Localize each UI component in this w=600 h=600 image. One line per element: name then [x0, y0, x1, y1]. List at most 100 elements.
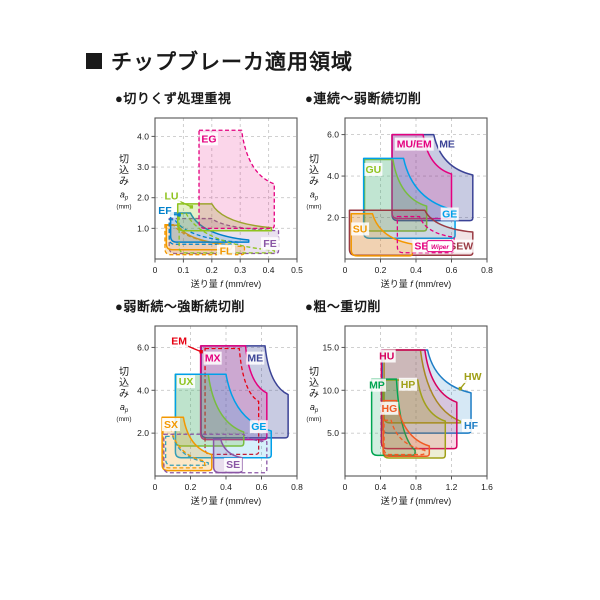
region-LU-outer — [178, 212, 275, 254]
svg-text:切: 切 — [309, 366, 319, 378]
region-label-FE: FE — [263, 238, 276, 250]
chart-canvas-continuous-cutting: 0 0.2 0.4 0.6 0.8 2.0 4.0 6.0 送り量 f (mm/rev) 切込み a… — [301, 110, 506, 299]
region-label-HP: HP — [401, 379, 416, 391]
svg-text:ap: ap — [120, 190, 129, 202]
svg-text:2.0: 2.0 — [137, 193, 149, 203]
svg-text:0.6: 0.6 — [446, 265, 458, 275]
region-label-SU: SU — [353, 223, 368, 235]
svg-text:切: 切 — [309, 154, 319, 166]
svg-text:1.2: 1.2 — [446, 482, 458, 492]
region-label-MX: MX — [205, 353, 221, 365]
chart-quadrant-interrupted-cutting: ●弱断続〜強断続切削 0 0.2 0.4 0.6 0.8 2.0 4.0 6.0 送り量 f (… — [111, 296, 316, 516]
chart-subtitle: ●粗〜重切削 — [305, 299, 381, 314]
svg-text:送り量 f (mm/rev): 送り量 f (mm/rev) — [381, 278, 452, 289]
svg-text:込: 込 — [309, 377, 319, 389]
svg-text:3.0: 3.0 — [137, 162, 149, 172]
region-label-GE: GE — [442, 209, 457, 221]
svg-text:送り量 f (mm/rev): 送り量 f (mm/rev) — [191, 495, 262, 506]
region-label-MU/EM: MU/EM — [397, 139, 432, 151]
region-GE — [174, 373, 273, 459]
svg-text:み: み — [309, 389, 319, 400]
svg-text:0: 0 — [343, 265, 348, 275]
svg-text:6.0: 6.0 — [327, 130, 339, 140]
region-LU — [176, 203, 273, 232]
region-label-EF: EF — [158, 205, 172, 217]
svg-text:1.0: 1.0 — [137, 223, 149, 233]
chart-quadrant-chip-control: ●切りくず処理重視 0 0.1 0.2 0.3 0.4 0.5 1.0 2.0 3.0 4.0 送り… — [111, 88, 316, 299]
chart-subtitle: ●弱断続〜強断続切削 — [115, 299, 245, 314]
svg-text:(mm): (mm) — [116, 416, 131, 423]
svg-text:0.1: 0.1 — [177, 265, 189, 275]
svg-text:0.5: 0.5 — [291, 265, 303, 275]
region-label-EM: EM — [171, 336, 187, 348]
svg-text:み: み — [119, 389, 129, 400]
svg-text:送り量 f (mm/rev): 送り量 f (mm/rev) — [191, 278, 262, 289]
svg-text:(mm): (mm) — [306, 204, 321, 211]
svg-text:6.0: 6.0 — [137, 342, 149, 352]
svg-text:ap: ap — [120, 402, 129, 414]
svg-text:0: 0 — [343, 482, 348, 492]
chart-svg: 0 0.2 0.4 0.6 0.8 2.0 4.0 6.0 送り量 f (mm/rev) 切込みa… — [116, 325, 303, 506]
chart-svg: 0 0.2 0.4 0.6 0.8 2.0 4.0 6.0 送り量 f (mm/rev) 切込みa… — [306, 117, 493, 289]
svg-text:み: み — [119, 177, 129, 188]
svg-text:0.6: 0.6 — [256, 482, 268, 492]
svg-text:ap: ap — [310, 402, 319, 414]
page-title-text: チップブレーカ適用領域 — [111, 51, 353, 74]
svg-text:み: み — [309, 177, 319, 188]
region-label-EG: EG — [201, 133, 216, 145]
chart-canvas-interrupted-cutting: 0 0.2 0.4 0.6 0.8 2.0 4.0 6.0 送り量 f (mm/rev) 切込み a… — [111, 318, 316, 516]
region-GE-outer — [165, 435, 209, 466]
svg-text:0.2: 0.2 — [375, 265, 387, 275]
chart-subtitle: ●連続〜弱断続切削 — [305, 91, 422, 106]
svg-text:込: 込 — [309, 165, 319, 177]
svg-text:(mm): (mm) — [116, 204, 131, 211]
region-label-SE: SE — [226, 459, 240, 471]
svg-text:5.0: 5.0 — [327, 428, 339, 438]
svg-text:0.4: 0.4 — [410, 265, 422, 275]
svg-text:0.4: 0.4 — [263, 265, 275, 275]
region-label-GU: GU — [366, 164, 382, 176]
region-label-SX: SX — [164, 419, 178, 431]
wiper-badge — [426, 240, 454, 253]
region-label-FL: FL — [220, 246, 233, 258]
region-label-SEW: SEW — [449, 241, 473, 253]
svg-text:0.2: 0.2 — [206, 265, 218, 275]
region-SE-outer — [163, 433, 268, 474]
svg-text:0.4: 0.4 — [220, 482, 232, 492]
chart-subtitle: ●切りくず処理重視 — [115, 91, 232, 106]
region-label-HG: HG — [382, 403, 398, 415]
svg-text:4.0: 4.0 — [137, 385, 149, 395]
region-label-LU: LU — [164, 191, 178, 203]
svg-text:Wiper: Wiper — [431, 244, 449, 251]
region-label-HF: HF — [464, 420, 479, 432]
svg-text:4.0: 4.0 — [137, 131, 149, 141]
svg-text:(mm): (mm) — [306, 416, 321, 423]
svg-text:込: 込 — [119, 165, 129, 177]
svg-text:4.0: 4.0 — [327, 171, 339, 181]
title-square-icon — [86, 53, 102, 69]
svg-text:切: 切 — [119, 366, 129, 378]
svg-text:15.0: 15.0 — [322, 342, 339, 352]
region-EG — [198, 129, 275, 229]
chart-quadrant-continuous-cutting: ●連続〜弱断続切削 0 0.2 0.4 0.6 0.8 2.0 4.0 6.0 送り量 f (m… — [301, 88, 506, 299]
svg-text:0.2: 0.2 — [185, 482, 197, 492]
chart-svg: 0 0.1 0.2 0.3 0.4 0.5 1.0 2.0 3.0 4.0 送り量 f (mm/re… — [116, 117, 303, 289]
svg-text:0.3: 0.3 — [234, 265, 246, 275]
svg-text:1.6: 1.6 — [481, 482, 493, 492]
svg-text:2.0: 2.0 — [137, 428, 149, 438]
region-MX — [199, 345, 268, 441]
region-label-HU: HU — [379, 351, 394, 363]
svg-text:ap: ap — [310, 190, 319, 202]
svg-text:10.0: 10.0 — [322, 385, 339, 395]
region-label-ME: ME — [439, 139, 455, 151]
svg-text:2.0: 2.0 — [327, 213, 339, 223]
region-label-SE: SE — [414, 241, 428, 253]
region-label-HW: HW — [464, 371, 482, 383]
svg-text:0.8: 0.8 — [410, 482, 422, 492]
chart-canvas-heavy-cutting: 0 0.4 0.8 1.2 1.6 5.0 10.0 15.0 送り量 f (mm/rev) 切込… — [301, 318, 506, 516]
svg-text:送り量 f (mm/rev): 送り量 f (mm/rev) — [381, 495, 452, 506]
chart-quadrant-heavy-cutting: ●粗〜重切削 0 0.4 0.8 1.2 1.6 5.0 10.0 15.0 送り量 f (mm… — [301, 296, 506, 516]
svg-text:0: 0 — [153, 265, 158, 275]
region-label-MP: MP — [369, 380, 385, 392]
